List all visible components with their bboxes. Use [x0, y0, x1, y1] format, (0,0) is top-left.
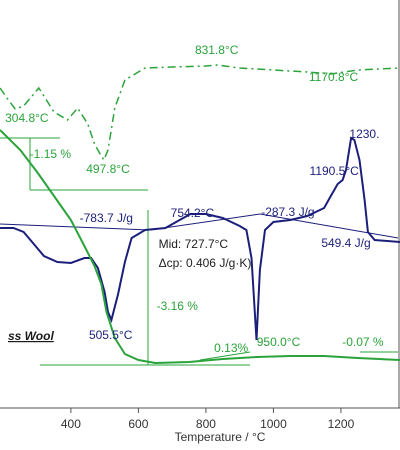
tg-step-3: [199, 351, 251, 361]
annotation-label: 549.4 J/g: [321, 236, 370, 250]
x-tick-label: 1000: [260, 417, 287, 431]
dsc-baseline-3: [259, 213, 399, 239]
annotation-label: Δcp: 0.406 J/g·K): [159, 256, 252, 270]
series-tg-line: [0, 129, 400, 365]
ticks-layer: 400 600 800 1000 1200: [61, 408, 355, 431]
series-layer: [0, 64, 400, 365]
annotation-label: 1170.8°C: [309, 70, 359, 84]
annotation-label: 0.13%: [214, 341, 248, 355]
x-axis-title: Temperature / °C: [175, 430, 266, 444]
sample-label: ss Wool: [8, 329, 54, 343]
annotation-label: 831.8°C: [195, 43, 239, 57]
annotation-layer: 831.8°C 1170.8°C 304.8°C -1.15 % 497.8°C -783…: [5, 43, 384, 355]
annotation-label: -783.7 J/g: [80, 211, 133, 225]
annotation-label: 1230.: [349, 127, 379, 141]
annotation-label: -0.07 %: [342, 335, 384, 349]
annotation-label: 950.0°C: [257, 335, 301, 349]
annotation-label: Mid: 727.7°C: [159, 237, 229, 251]
x-tick-label: 600: [128, 417, 148, 431]
annotation-label: -1.15 %: [30, 147, 72, 161]
x-tick-label: 400: [61, 417, 81, 431]
annotation-label: -287.3 J/g: [261, 205, 314, 219]
series-dsc-line: [0, 136, 400, 341]
annotation-label: 304.8°C: [5, 111, 49, 125]
annotation-label: 1190.5°C: [310, 164, 360, 178]
x-tick-label: 1200: [328, 417, 355, 431]
x-tick-label: 800: [196, 417, 216, 431]
annotation-label: 754.2°C: [171, 206, 215, 220]
annotation-label: -3.16 %: [157, 299, 199, 313]
annotation-label: 505.5°C: [89, 328, 133, 342]
series-dtg-line: [0, 64, 400, 162]
annotation-label: 497.8°C: [86, 162, 130, 176]
